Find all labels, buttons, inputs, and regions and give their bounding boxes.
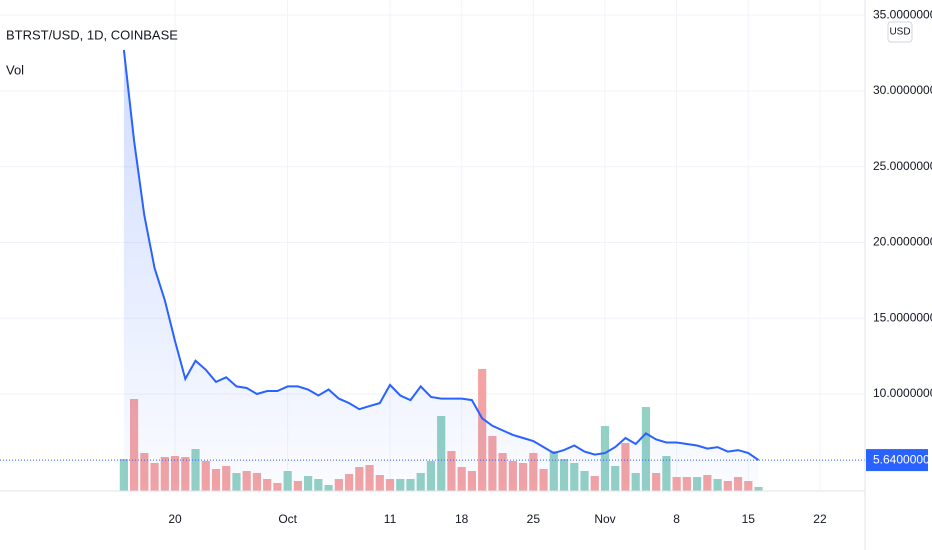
volume-label: Vol — [6, 62, 24, 77]
volume-bar — [119, 459, 128, 491]
x-tick-label: 11 — [384, 512, 397, 526]
x-tick-label: 22 — [813, 512, 827, 526]
y-tick-label: 30.00000000 — [873, 83, 932, 97]
currency: USD — [889, 27, 910, 38]
x-tick-label: 20 — [168, 512, 182, 526]
y-tick-label: 20.00000000 — [873, 235, 932, 249]
area — [123, 50, 759, 491]
grid — [0, 0, 865, 491]
volume-bar — [754, 487, 763, 491]
y-tick-label: 10.00000000 — [873, 386, 932, 400]
x-tick-label: Nov — [594, 512, 615, 526]
x-tick-label: Oct — [278, 512, 297, 526]
plot — [0, 49, 865, 491]
last-price-label: 5.64000000 — [873, 452, 932, 466]
y-tick-label: 35.00000000 — [873, 7, 932, 21]
x-tick-label: 25 — [527, 512, 541, 526]
price-line — [122, 49, 760, 461]
currency-badge[interactable] — [887, 21, 913, 43]
x-tick-label: 18 — [455, 512, 469, 526]
x-tick-label: 8 — [673, 512, 680, 526]
y-tick-label: 15.00000000 — [873, 310, 932, 324]
y-tick-label: 25.00000000 — [873, 159, 932, 173]
last-price-badge — [866, 449, 928, 472]
chart-title: BTRST/USD, 1D, COINBASE — [6, 27, 178, 42]
x-tick-label: 15 — [742, 512, 756, 526]
